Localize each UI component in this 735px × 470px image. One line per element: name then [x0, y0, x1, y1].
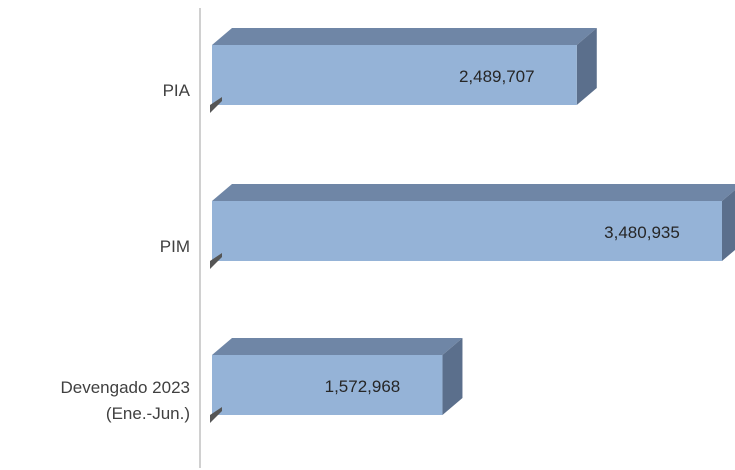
bar-base	[210, 407, 222, 423]
bar-side	[442, 338, 463, 415]
bar-top	[212, 28, 597, 45]
bar-front	[212, 45, 577, 105]
value-label: 3,480,935	[604, 223, 680, 242]
value-label: 2,489,707	[458, 67, 535, 86]
bar-side	[576, 28, 597, 105]
bar	[210, 184, 735, 269]
bar	[210, 338, 463, 423]
bar-top	[212, 338, 463, 355]
value-label: 1,572,968	[324, 377, 401, 396]
category-label: PIM	[159, 237, 190, 256]
bar-base	[210, 253, 222, 269]
category-label: PIA	[162, 81, 190, 100]
bar-front	[212, 355, 443, 415]
category-label: Devengado 2023 (Ene.-Jun.)	[60, 378, 190, 423]
bar	[210, 28, 597, 113]
bar-top	[212, 184, 735, 201]
bar-side	[722, 189, 735, 261]
bar-base	[210, 97, 222, 113]
bar-front	[212, 201, 722, 261]
